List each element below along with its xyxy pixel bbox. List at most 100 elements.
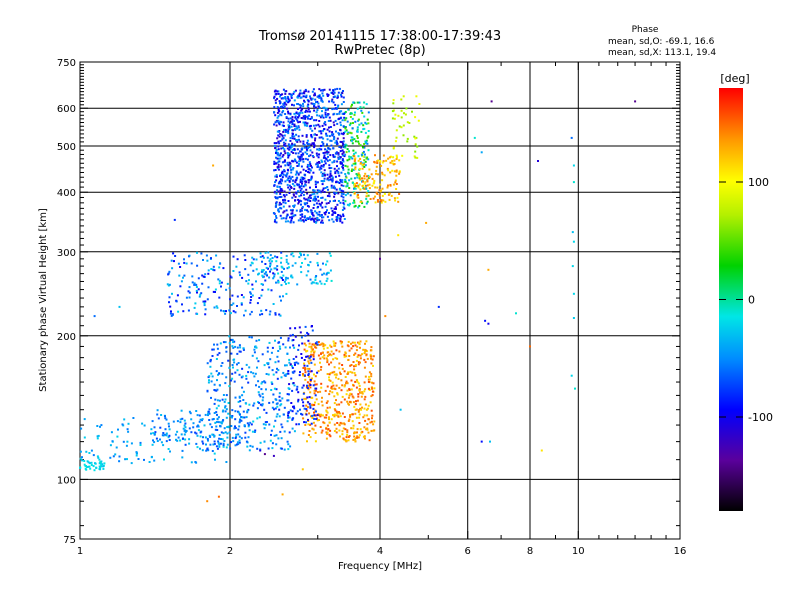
data-point bbox=[318, 95, 321, 98]
data-point bbox=[338, 367, 341, 370]
data-point bbox=[353, 184, 356, 187]
data-point bbox=[316, 252, 319, 255]
data-point bbox=[362, 155, 365, 158]
data-point bbox=[350, 427, 353, 430]
data-point bbox=[291, 148, 294, 151]
data-point bbox=[335, 107, 338, 110]
data-point bbox=[328, 100, 331, 103]
data-point bbox=[328, 393, 331, 396]
data-point bbox=[265, 266, 268, 269]
data-point bbox=[287, 126, 290, 129]
data-point bbox=[285, 373, 288, 376]
data-point bbox=[287, 132, 290, 135]
data-point bbox=[273, 144, 276, 147]
data-point bbox=[157, 417, 160, 420]
data-point bbox=[330, 207, 333, 210]
data-point bbox=[316, 114, 319, 117]
data-point bbox=[287, 177, 290, 180]
data-point bbox=[98, 458, 101, 461]
data-point bbox=[291, 142, 294, 145]
data-point bbox=[353, 152, 356, 155]
data-point bbox=[313, 411, 315, 414]
data-point bbox=[397, 234, 400, 237]
data-point bbox=[274, 255, 276, 258]
data-point bbox=[316, 371, 319, 374]
data-point bbox=[197, 425, 200, 428]
data-point bbox=[342, 133, 345, 136]
data-point bbox=[288, 431, 291, 434]
data-point bbox=[282, 121, 285, 124]
data-point bbox=[334, 95, 337, 98]
data-point bbox=[349, 112, 352, 115]
data-point bbox=[225, 461, 228, 463]
data-point bbox=[285, 116, 288, 119]
data-point bbox=[366, 428, 369, 431]
data-point bbox=[292, 214, 295, 217]
data-point bbox=[342, 196, 345, 199]
data-point bbox=[294, 181, 297, 184]
data-point bbox=[300, 200, 303, 203]
data-point bbox=[278, 135, 281, 138]
data-point bbox=[363, 426, 366, 429]
data-point bbox=[274, 196, 277, 199]
data-point bbox=[363, 159, 366, 162]
data-point bbox=[275, 203, 278, 206]
data-point bbox=[225, 416, 228, 419]
data-point bbox=[336, 203, 339, 206]
data-point bbox=[231, 409, 234, 412]
data-point bbox=[170, 310, 172, 313]
data-point bbox=[210, 396, 212, 399]
data-point bbox=[289, 327, 292, 330]
data-point bbox=[168, 428, 171, 431]
data-point bbox=[162, 444, 165, 447]
data-point bbox=[277, 360, 280, 363]
data-point bbox=[354, 166, 357, 169]
data-point bbox=[299, 213, 302, 216]
data-point bbox=[358, 123, 361, 126]
data-point bbox=[358, 101, 361, 104]
data-point bbox=[190, 262, 193, 265]
data-point bbox=[276, 166, 279, 169]
data-point bbox=[300, 185, 303, 187]
data-point bbox=[279, 101, 282, 104]
data-point bbox=[346, 389, 349, 392]
data-point bbox=[368, 389, 371, 391]
data-point bbox=[286, 352, 289, 355]
data-point bbox=[354, 120, 357, 123]
data-point bbox=[330, 354, 333, 357]
data-point bbox=[326, 359, 329, 362]
data-point bbox=[349, 194, 352, 197]
data-point bbox=[216, 399, 219, 402]
data-point bbox=[165, 440, 168, 443]
data-point bbox=[211, 433, 214, 436]
data-point bbox=[332, 211, 335, 214]
data-point bbox=[316, 282, 319, 285]
data-point bbox=[312, 156, 315, 159]
data-point bbox=[347, 436, 350, 438]
data-point bbox=[275, 175, 278, 178]
data-point bbox=[313, 203, 316, 206]
data-point bbox=[344, 352, 347, 355]
data-point bbox=[319, 426, 322, 428]
data-point bbox=[277, 90, 280, 93]
data-point bbox=[213, 306, 216, 309]
data-point bbox=[310, 353, 313, 356]
data-point bbox=[280, 217, 283, 220]
data-point bbox=[363, 414, 366, 417]
data-point bbox=[357, 393, 360, 396]
data-point bbox=[272, 277, 275, 280]
data-point bbox=[112, 455, 115, 458]
data-point bbox=[372, 197, 375, 200]
x-tick-label: 8 bbox=[527, 546, 533, 557]
data-point bbox=[284, 144, 287, 147]
data-point bbox=[250, 423, 253, 426]
data-point bbox=[222, 419, 225, 422]
data-point bbox=[251, 262, 254, 265]
data-point bbox=[302, 178, 304, 181]
data-point bbox=[392, 156, 395, 159]
data-point bbox=[273, 160, 276, 163]
data-point bbox=[332, 352, 335, 355]
data-point bbox=[228, 335, 231, 338]
data-point bbox=[152, 439, 154, 442]
